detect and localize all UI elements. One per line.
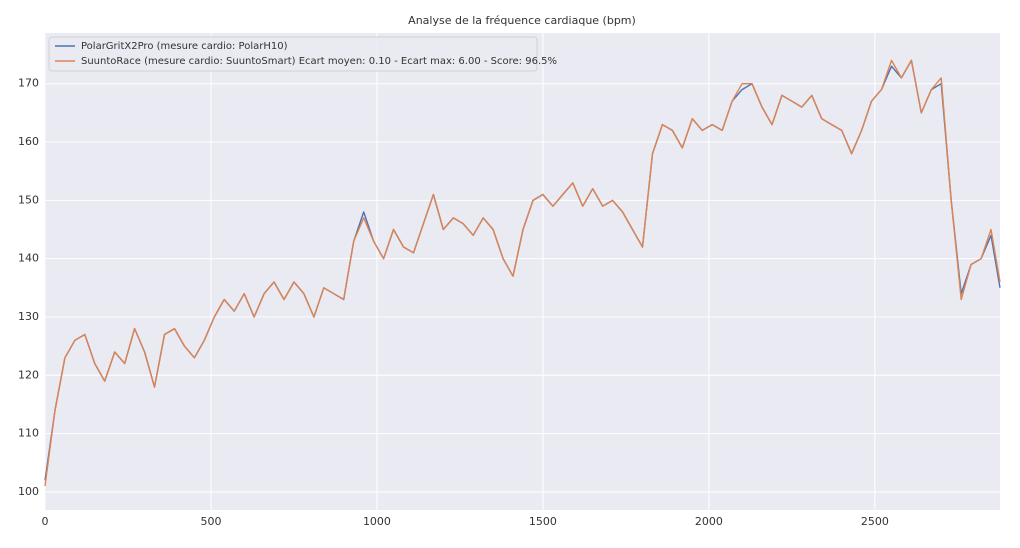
x-tick-label: 2000 [695, 515, 723, 528]
plot-area [45, 33, 1000, 510]
legend-box [48, 36, 538, 72]
chart-title: Analyse de la fréquence cardiaque (bpm) [408, 14, 636, 27]
x-tick-label: 0 [42, 515, 49, 528]
y-tick-label: 170 [18, 77, 39, 90]
x-tick-label: 1000 [363, 515, 391, 528]
legend: PolarGritX2Pro (mesure cardio: PolarH10)… [48, 36, 557, 72]
x-tick-label: 1500 [529, 515, 557, 528]
y-tick-label: 120 [18, 368, 39, 381]
x-tick-label: 500 [200, 515, 221, 528]
y-tick-label: 100 [18, 485, 39, 498]
x-tick-label: 2500 [861, 515, 889, 528]
y-tick-label: 160 [18, 135, 39, 148]
y-tick-label: 130 [18, 310, 39, 323]
series-line [44, 59, 1001, 487]
y-tick-label: 150 [18, 193, 39, 206]
y-tick-label: 110 [18, 427, 39, 440]
y-tick-label: 140 [18, 252, 39, 265]
legend-label: PolarGritX2Pro (mesure cardio: PolarH10) [81, 41, 288, 52]
legend-label: SuuntoRace (mesure cardio: SuuntoSmart) … [81, 56, 557, 67]
